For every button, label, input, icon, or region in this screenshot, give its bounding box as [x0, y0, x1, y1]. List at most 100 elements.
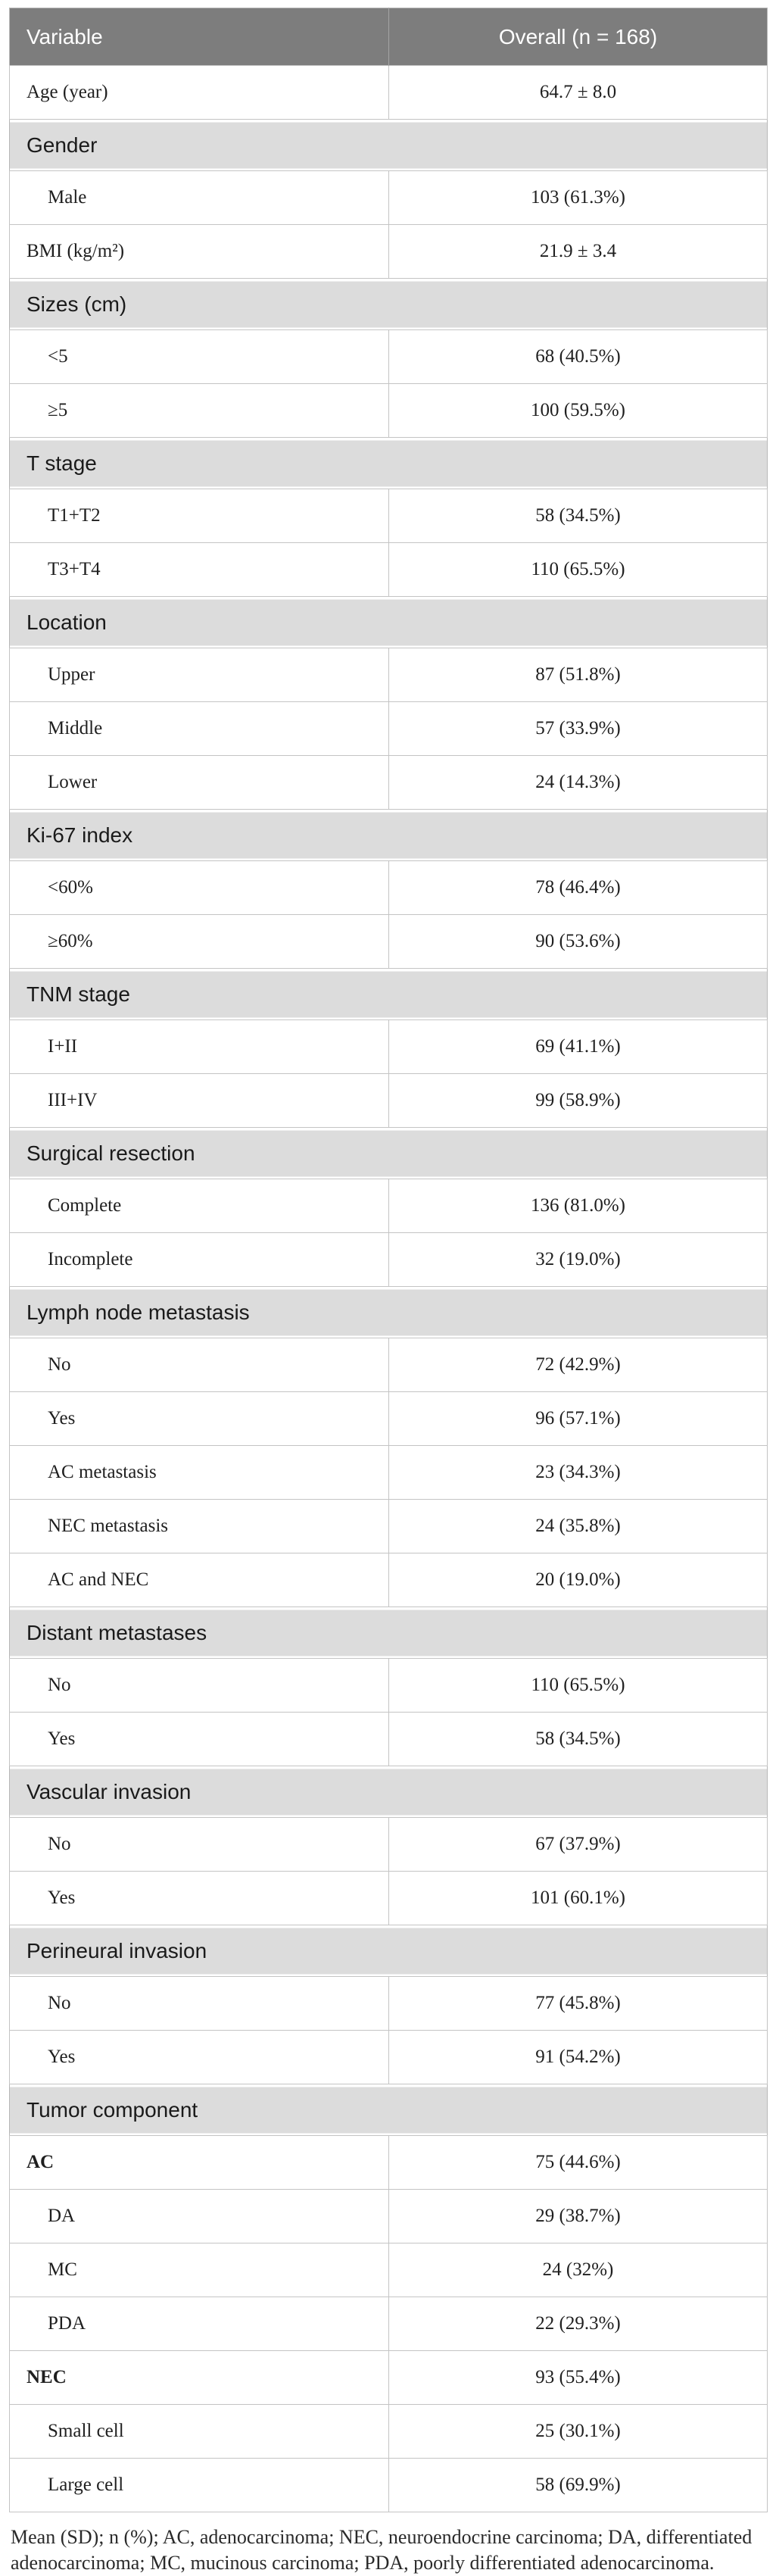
table-row: Yes 96 (57.1%) — [9, 1391, 768, 1446]
value-cell: 24 (35.8%) — [388, 1499, 768, 1553]
variable-cell: Small cell — [9, 2404, 389, 2459]
variable-cell: ≥60% — [9, 914, 389, 969]
variable-cell: Large cell — [9, 2458, 389, 2512]
variable-cell: Yes — [9, 1391, 389, 1446]
variable-cell: DA — [9, 2189, 389, 2243]
section-label: Sizes (cm) — [9, 278, 768, 330]
table-row: Small cell 25 (30.1%) — [9, 2404, 768, 2459]
table-row: ≥5 100 (59.5%) — [9, 383, 768, 438]
section-header-row: T stage — [9, 437, 768, 489]
value-cell: 24 (32%) — [388, 2243, 768, 2297]
section-header-row: Location — [9, 596, 768, 648]
variable-cell: III+IV — [9, 1073, 389, 1128]
section-header-row: Ki-67 index — [9, 809, 768, 861]
variable-cell: Yes — [9, 1712, 389, 1766]
variable-cell: Incomplete — [9, 1232, 389, 1287]
table-row: Age (year) 64.7 ± 8.0 — [9, 65, 768, 120]
variable-cell: No — [9, 1338, 389, 1392]
table-row: No 77 (45.8%) — [9, 1976, 768, 2031]
variable-cell: Yes — [9, 1871, 389, 1925]
table-row: Incomplete 32 (19.0%) — [9, 1232, 768, 1287]
section-label: Vascular invasion — [9, 1766, 768, 1818]
variable-cell: BMI (kg/m²) — [9, 224, 389, 279]
value-cell: 91 (54.2%) — [388, 2030, 768, 2084]
table-row: I+II 69 (41.1%) — [9, 1019, 768, 1074]
value-cell: 77 (45.8%) — [388, 1976, 768, 2031]
section-label: Ki-67 index — [9, 809, 768, 861]
table-row: BMI (kg/m²) 21.9 ± 3.4 — [9, 224, 768, 279]
value-cell: 67 (37.9%) — [388, 1817, 768, 1872]
table-row: NEC metastasis 24 (35.8%) — [9, 1499, 768, 1553]
variable-cell: Age (year) — [9, 65, 389, 120]
table-row: No 110 (65.5%) — [9, 1658, 768, 1713]
table-row: Large cell 58 (69.9%) — [9, 2458, 768, 2512]
value-cell: 75 (44.6%) — [388, 2135, 768, 2190]
table-row: AC 75 (44.6%) — [9, 2135, 768, 2190]
table-body: Age (year) 64.7 ± 8.0 Gender Male 103 (61.3%… — [9, 65, 768, 2512]
value-cell: 72 (42.9%) — [388, 1338, 768, 1392]
variable-cell: ≥5 — [9, 383, 389, 438]
variable-cell: Upper — [9, 648, 389, 702]
value-cell: 29 (38.7%) — [388, 2189, 768, 2243]
section-header-row: Lymph node metastasis — [9, 1286, 768, 1338]
section-header-row: Tumor component — [9, 2084, 768, 2136]
table-row: No 72 (42.9%) — [9, 1338, 768, 1392]
value-cell: 96 (57.1%) — [388, 1391, 768, 1446]
variable-cell: Lower — [9, 755, 389, 810]
section-label: Surgical resection — [9, 1127, 768, 1179]
value-cell: 87 (51.8%) — [388, 648, 768, 702]
value-cell: 99 (58.9%) — [388, 1073, 768, 1128]
variable-cell: Yes — [9, 2030, 389, 2084]
header-row: Variable Overall (n = 168) — [9, 8, 768, 66]
table-row: Middle 57 (33.9%) — [9, 701, 768, 756]
variable-cell: NEC metastasis — [9, 1499, 389, 1553]
value-cell: 24 (14.3%) — [388, 755, 768, 810]
table-footnote: Mean (SD); n (%); AC, adenocarcinoma; NE… — [11, 2526, 753, 2574]
section-header-row: Sizes (cm) — [9, 278, 768, 330]
section-label: TNM stage — [9, 968, 768, 1020]
table-row: T1+T2 58 (34.5%) — [9, 489, 768, 543]
column-header-overall: Overall (n = 168) — [388, 8, 768, 66]
table-row: MC 24 (32%) — [9, 2243, 768, 2297]
table-row: Yes 101 (60.1%) — [9, 1871, 768, 1925]
value-cell: 58 (34.5%) — [388, 1712, 768, 1766]
value-cell: 103 (61.3%) — [388, 170, 768, 225]
column-header-variable: Variable — [9, 8, 389, 66]
table-row: AC metastasis 23 (34.3%) — [9, 1445, 768, 1500]
table-row: T3+T4 110 (65.5%) — [9, 542, 768, 597]
section-label: Location — [9, 596, 768, 648]
variable-cell: MC — [9, 2243, 389, 2297]
table-row: DA 29 (38.7%) — [9, 2189, 768, 2243]
variable-cell: Male — [9, 170, 389, 225]
variable-cell: T1+T2 — [9, 489, 389, 543]
table-row: PDA 22 (29.3%) — [9, 2297, 768, 2351]
patient-characteristics-table: Variable Overall (n = 168) Age (year) 64.… — [9, 8, 768, 2512]
table-row: III+IV 99 (58.9%) — [9, 1073, 768, 1128]
value-cell: 32 (19.0%) — [388, 1232, 768, 1287]
value-cell: 93 (55.4%) — [388, 2350, 768, 2405]
value-cell: 90 (53.6%) — [388, 914, 768, 969]
value-cell: 64.7 ± 8.0 — [388, 65, 768, 120]
table-row: Lower 24 (14.3%) — [9, 755, 768, 810]
variable-cell: PDA — [9, 2297, 389, 2351]
table-header: Variable Overall (n = 168) — [9, 8, 768, 66]
value-cell: 25 (30.1%) — [388, 2404, 768, 2459]
table-row: <60% 78 (46.4%) — [9, 860, 768, 915]
value-cell: 100 (59.5%) — [388, 383, 768, 438]
value-cell: 68 (40.5%) — [388, 329, 768, 384]
value-cell: 69 (41.1%) — [388, 1019, 768, 1074]
variable-cell: Complete — [9, 1179, 389, 1233]
table-row: Yes 58 (34.5%) — [9, 1712, 768, 1766]
variable-cell: NEC — [9, 2350, 389, 2405]
table-row: NEC 93 (55.4%) — [9, 2350, 768, 2405]
variable-cell: AC — [9, 2135, 389, 2190]
variable-cell: I+II — [9, 1019, 389, 1074]
section-header-row: Gender — [9, 119, 768, 171]
value-cell: 58 (34.5%) — [388, 489, 768, 543]
value-cell: 58 (69.9%) — [388, 2458, 768, 2512]
section-label: Tumor component — [9, 2084, 768, 2136]
table-row: <5 68 (40.5%) — [9, 329, 768, 384]
table-row: AC and NEC 20 (19.0%) — [9, 1553, 768, 1607]
value-cell: 21.9 ± 3.4 — [388, 224, 768, 279]
